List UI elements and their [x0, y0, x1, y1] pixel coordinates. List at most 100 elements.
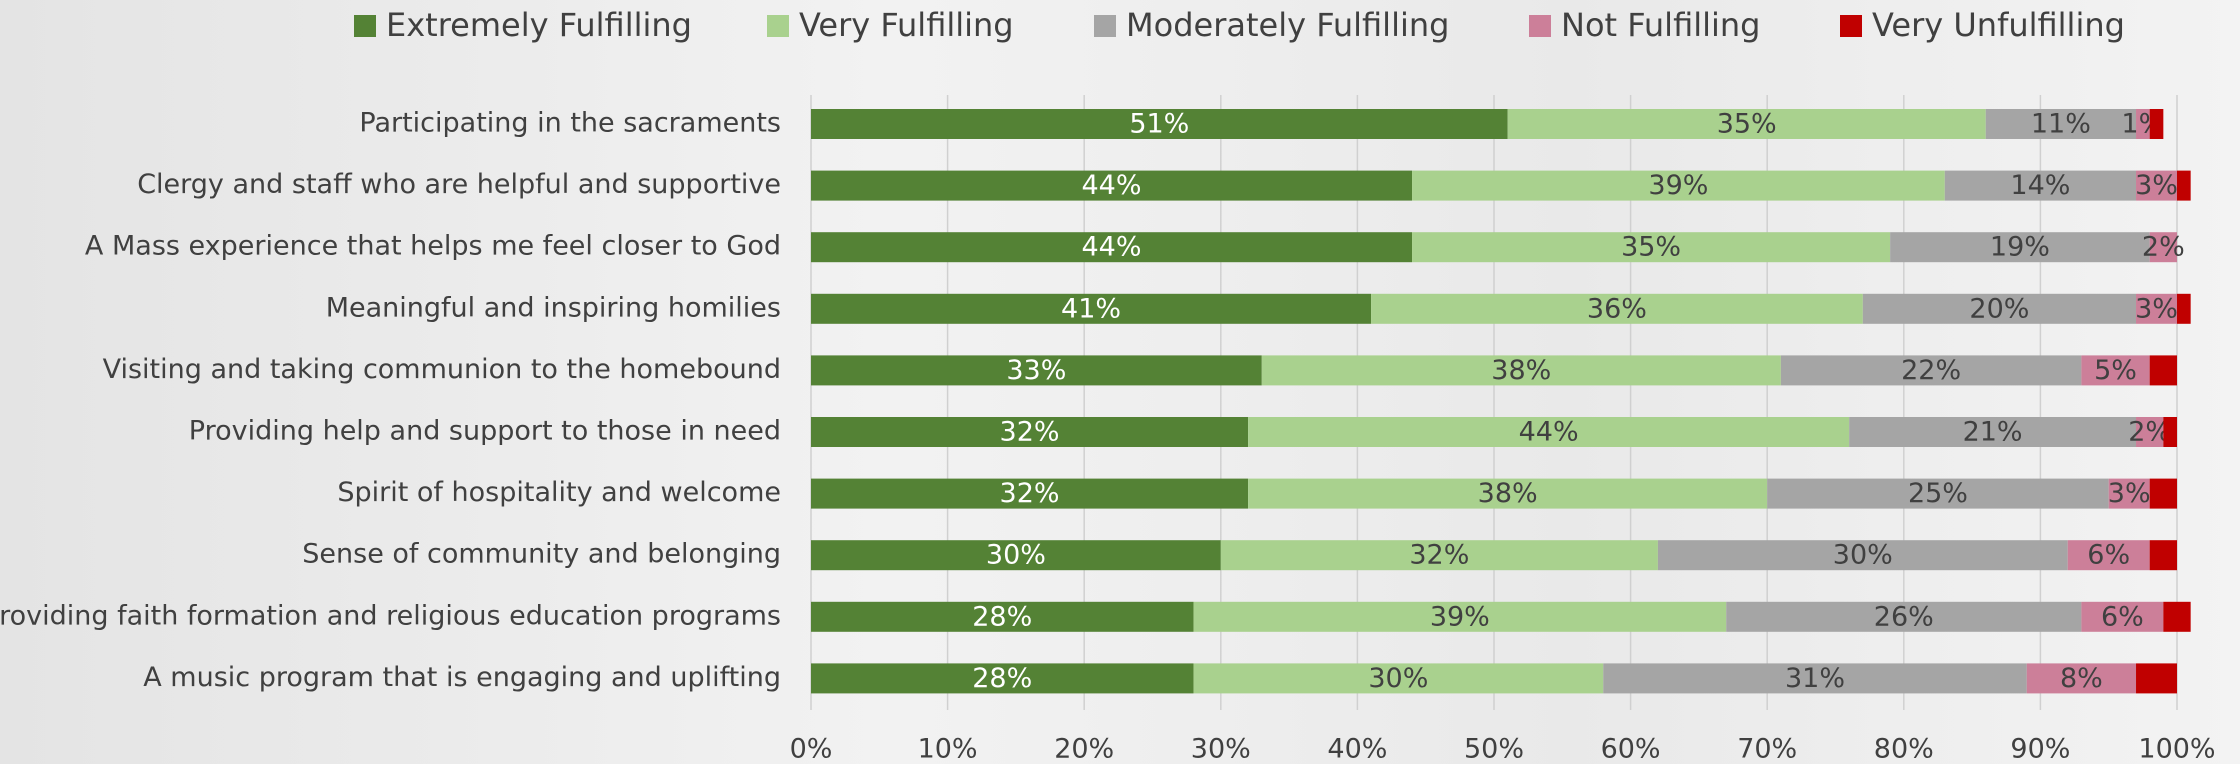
data-label: 30% [1368, 663, 1428, 694]
legend-label: Not Fulfilling [1561, 6, 1760, 44]
bar-segment [1780, 355, 2082, 386]
category-label: A music program that is engaging and upl… [143, 662, 781, 693]
data-label: 35% [1717, 109, 1777, 140]
category-label: Participating in the sacraments [359, 108, 781, 139]
legend-swatch [1529, 15, 1551, 37]
data-label: 44% [1082, 232, 1142, 263]
bar-segment [2108, 478, 2150, 509]
x-tick-label: 10% [918, 734, 978, 764]
x-tick-label: 90% [2010, 734, 2070, 764]
data-label: 22% [1901, 355, 1961, 386]
legend-swatch [1094, 15, 1116, 37]
data-label: 38% [1478, 478, 1538, 509]
data-label: 36% [1587, 293, 1647, 324]
bar-segment [1862, 293, 2137, 324]
category-label: Clergy and staff who are helpful and sup… [137, 169, 781, 200]
data-label: 21% [1963, 417, 2023, 448]
bar-segment [2136, 293, 2177, 324]
bar-segment [2136, 417, 2164, 447]
bar-segment [811, 170, 1413, 201]
data-label: 35% [1621, 232, 1681, 263]
bar-segment [2163, 601, 2191, 632]
bar-segment [811, 232, 1413, 263]
bar-segment [1261, 355, 1781, 386]
bar-segment [1890, 232, 2150, 263]
legend-label: Extremely Fulfilling [386, 6, 692, 44]
bar-segment [2026, 663, 2137, 694]
category-label: Sense of community and belonging [302, 539, 781, 570]
bar-segment [2149, 232, 2177, 263]
x-tick-label: 80% [1874, 734, 1934, 764]
data-label: 32% [1000, 417, 1060, 448]
legend-label: Very Fulfilling [799, 6, 1014, 44]
bar-segment [811, 540, 1221, 571]
legend-label: Very Unfulfilling [1872, 6, 2125, 44]
data-label: 33% [1006, 355, 1066, 386]
bar-segment [2136, 109, 2150, 139]
category-label: Providing faith formation and religious … [0, 600, 781, 631]
data-label: 25% [1908, 478, 1968, 509]
data-label: 6% [2087, 540, 2130, 571]
category-label: Visiting and taking communion to the hom… [103, 354, 781, 385]
bar-segment [2136, 170, 2177, 201]
data-label: 6% [2101, 601, 2144, 632]
bar-segment [1193, 601, 1727, 632]
bar-segment [811, 355, 1262, 386]
bar-segment [1371, 293, 1863, 324]
bar-segment [811, 109, 1508, 139]
data-label: 41% [1061, 293, 1121, 324]
data-label: 28% [972, 601, 1032, 632]
legend-swatch [1840, 15, 1862, 37]
bar-segment [1603, 663, 2027, 694]
legend-swatch [354, 15, 376, 37]
data-label: 44% [1519, 417, 1579, 448]
bar-segment [1657, 540, 2068, 571]
bar-segment [1248, 478, 1768, 509]
data-label: 32% [1409, 540, 1469, 571]
data-label: 14% [2010, 170, 2070, 201]
data-label: 2% [2142, 232, 2185, 263]
data-label: 51% [1129, 109, 1189, 140]
bar-segment [811, 663, 1194, 694]
data-label: 8% [2060, 663, 2103, 694]
bar-segment [2081, 355, 2150, 386]
bar-segment [2149, 109, 2164, 139]
x-tick-label: 20% [1054, 734, 1114, 764]
bar-segment [2067, 540, 2150, 571]
data-label: 3% [2135, 293, 2178, 324]
bar-segment [2163, 417, 2177, 447]
bar-segment [1193, 663, 1604, 694]
legend-label: Moderately Fulfilling [1126, 6, 1449, 44]
data-label: 11% [2031, 109, 2091, 140]
data-label: 32% [1000, 478, 1060, 509]
bar-segment [2136, 663, 2177, 694]
bar-segment [2149, 355, 2177, 386]
bar-segment [1507, 109, 1986, 139]
x-tick-label: 100% [2138, 734, 2215, 764]
bar-segment [1412, 232, 1891, 263]
bar-segment [1248, 417, 1850, 447]
bar-segment [2081, 601, 2164, 632]
x-tick-label: 30% [1191, 734, 1251, 764]
data-label: 26% [1874, 601, 1934, 632]
data-label: 28% [972, 663, 1032, 694]
category-label: Spirit of hospitality and welcome [337, 477, 781, 508]
data-label: 3% [2108, 478, 2151, 509]
data-label: 19% [1990, 232, 2050, 263]
bar-segment [1726, 601, 2082, 632]
x-tick-label: 50% [1464, 734, 1524, 764]
bar-segment [1985, 109, 2137, 139]
x-tick-label: 40% [1327, 734, 1387, 764]
category-label: A Mass experience that helps me feel clo… [85, 231, 781, 262]
bar-segment [811, 293, 1372, 324]
bar-segment [2149, 478, 2177, 509]
x-tick-label: 70% [1737, 734, 1797, 764]
x-tick-label: 60% [1601, 734, 1661, 764]
legend-swatch [767, 15, 789, 37]
bar-segment [811, 478, 1249, 509]
bar-segment [2177, 170, 2191, 201]
data-label: 30% [986, 540, 1046, 571]
bar-segment [1220, 540, 1658, 571]
bar-segment [1849, 417, 2137, 447]
data-label: 38% [1491, 355, 1551, 386]
